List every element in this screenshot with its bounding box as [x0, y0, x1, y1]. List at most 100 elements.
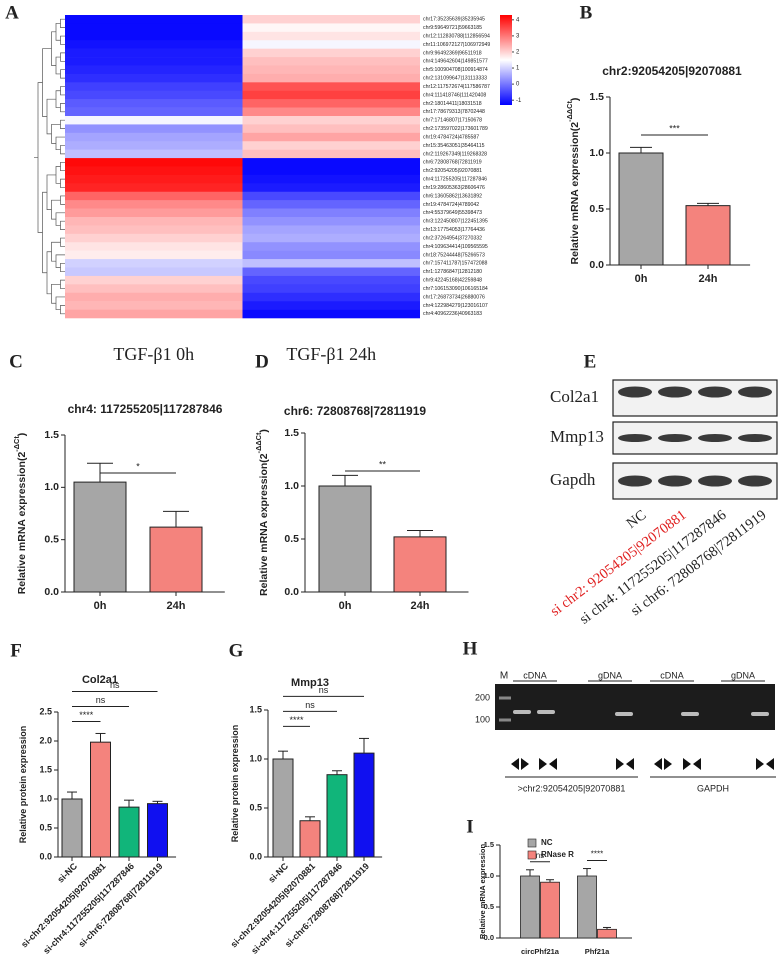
- row-label: chr2:131099647|131113333: [423, 76, 487, 82]
- chart-title: Col2a1: [82, 674, 118, 686]
- y-tick-label: 0.5: [484, 902, 494, 911]
- blot-band: [738, 434, 772, 442]
- legend-label: NC: [541, 838, 553, 847]
- heatmap-cell: [65, 124, 243, 134]
- x-tick-label: si-NC: [55, 861, 79, 885]
- x-tick-label: 0h: [635, 273, 648, 285]
- heatmap-cell: [242, 99, 420, 108]
- row-label: chr17:78679313|78702448: [423, 109, 485, 115]
- panel-letter: A: [5, 2, 19, 23]
- significance-label: ns: [110, 680, 120, 690]
- primer-icon: [539, 758, 557, 770]
- significance-label: ****: [289, 715, 304, 725]
- row-label: chr9:96492369|96511918: [423, 50, 482, 56]
- row-label: chr18:75244448|75266573: [423, 252, 485, 258]
- y-tick-label: 0.5: [284, 533, 299, 545]
- row-label: chr7:106153090|106165184: [423, 286, 488, 292]
- heatmap-cell: [242, 141, 420, 150]
- bar: [149, 526, 203, 593]
- row-label: chr4:149642604|149851577: [423, 59, 488, 65]
- heatmap-cell: [242, 301, 420, 310]
- heatmap-cell: [242, 191, 420, 201]
- heatmap-cell: [65, 107, 243, 117]
- row-label: chr6:13605862|13631892: [423, 193, 482, 199]
- row-label: chr19:4784724|4789042: [423, 202, 479, 208]
- blot-band: [738, 475, 772, 487]
- chart-title: chr4: 117255205|117287846: [68, 402, 223, 416]
- heatmap-cell: [65, 174, 243, 184]
- y-axis-label-part: Relative protein expression: [18, 726, 28, 844]
- heatmap-cell: [65, 158, 243, 167]
- heatmap-cell: [242, 65, 420, 75]
- x-tick-label: 24h: [167, 600, 186, 612]
- significance-label: ns: [305, 700, 315, 710]
- chart-title: chr2:92054205|92070881: [602, 64, 742, 78]
- heatmap-cell: [65, 292, 243, 302]
- y-axis-label: Relative mRNA expression(2-ΔΔCt): [254, 429, 269, 596]
- heatmap-cell: [65, 82, 243, 92]
- significance-label: ns: [96, 695, 106, 705]
- row-label: chr2:119267349|119268328: [423, 151, 487, 157]
- legend-swatch: [527, 850, 537, 860]
- gel-target-label: GAPDH: [697, 783, 729, 793]
- significance-label: ns: [536, 851, 544, 860]
- heatmap-cell: [65, 73, 243, 83]
- blot-band: [618, 475, 652, 487]
- y-tick-label: 0.0: [284, 586, 299, 598]
- bar: [520, 875, 540, 939]
- row-label: chr9:59649721|59663185: [423, 25, 482, 31]
- panel-letter: C: [9, 351, 23, 372]
- gel-band: [499, 718, 511, 722]
- blot-band: [738, 386, 772, 398]
- heatmap-cell: [65, 267, 243, 277]
- y-tick-label: 1.0: [589, 147, 604, 159]
- significance-label: ****: [591, 850, 603, 859]
- row-label: chr2:18014411|18031518: [423, 101, 482, 107]
- chart-title: Mmp13: [291, 677, 329, 689]
- heatmap-cell: [242, 158, 420, 167]
- chart-title: chr6: 72808768|72811919: [284, 404, 426, 418]
- heatmap-cell: [65, 149, 243, 159]
- significance-label: ****: [79, 710, 94, 720]
- row-label: chr11:106972127|106972949: [423, 42, 490, 48]
- row-label: chr4:40962236|40963183: [423, 311, 482, 317]
- heatmap-cell: [65, 183, 243, 193]
- y-tick-label: 0.5: [249, 802, 262, 812]
- heatmap-cell: [242, 217, 420, 226]
- heatmap-cell: [65, 217, 243, 226]
- y-axis-label-part: -ΔΔCt: [565, 101, 574, 122]
- bar: [685, 205, 731, 266]
- heatmap-cell: [65, 233, 243, 243]
- legend-swatch: [527, 838, 537, 848]
- y-tick-label: 2.0: [39, 735, 52, 745]
- row-label: chr17:35235639|35235945: [423, 17, 485, 23]
- y-tick-label: 1.5: [249, 704, 262, 714]
- row-label: chr19:4784724|4785587: [423, 134, 479, 140]
- heatmap-cell: [65, 48, 243, 58]
- heatmap-cell: [65, 242, 243, 251]
- heatmap-cell: [242, 15, 420, 24]
- heatmap-cell: [242, 23, 420, 33]
- bar: [393, 536, 447, 593]
- panel-letter: I: [466, 816, 473, 837]
- gel-image: [495, 684, 775, 730]
- y-tick-label: 0.0: [484, 933, 494, 942]
- heatmap-cell: [65, 116, 243, 125]
- row-label: chr1:12786847|12812180: [423, 269, 482, 275]
- x-tick-label: Phf21a: [585, 947, 610, 956]
- gel-band: [499, 696, 511, 700]
- x-tick-label: 24h: [411, 600, 430, 612]
- row-label: chr9:42245168|42259848: [423, 278, 482, 284]
- heatmap-cell: [65, 141, 243, 150]
- heatmap-cell: [65, 191, 243, 201]
- heatmap-cell: [242, 225, 420, 235]
- y-tick-label: 1.0: [249, 753, 262, 763]
- heatmap-cell: [65, 132, 243, 142]
- heatmap-cell: [242, 132, 420, 142]
- heatmap-cell: [242, 233, 420, 243]
- row-label: chr15:35463051|35464115: [423, 143, 485, 149]
- blot-band: [618, 434, 652, 442]
- y-axis-label-part: ): [569, 98, 581, 102]
- y-axis-label-part: -ΔΔCt: [254, 432, 263, 453]
- row-label: chr3:122450807|122451395: [423, 219, 488, 225]
